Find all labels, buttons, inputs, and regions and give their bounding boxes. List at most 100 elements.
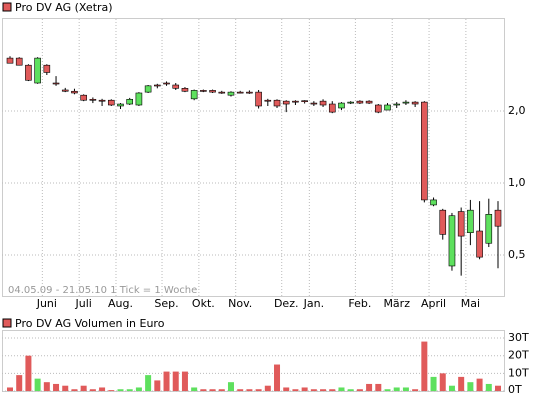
legend-swatch	[2, 2, 12, 12]
candle-body	[310, 102, 318, 105]
volume-bar	[347, 389, 354, 391]
candle-body	[476, 230, 483, 258]
candle-body	[411, 101, 419, 105]
volume-bar	[237, 389, 244, 391]
candle-body	[365, 100, 373, 104]
candle-body	[107, 99, 115, 106]
x-tick-label: Feb.	[348, 297, 371, 310]
volume-bar	[25, 355, 32, 391]
candle-body	[89, 98, 97, 101]
candle-body	[227, 91, 235, 96]
volume-bar	[7, 387, 13, 391]
volume-bar	[485, 383, 492, 391]
x-tick-label: Jan.	[303, 297, 324, 310]
candle-body	[218, 91, 226, 94]
volume-bar	[329, 389, 336, 391]
candle-body	[190, 90, 198, 100]
volume-bar	[34, 378, 41, 391]
x-tick-label: Juni	[36, 297, 57, 310]
y-tick-label: 10T	[508, 366, 529, 379]
candle-body	[61, 89, 69, 92]
candle-body	[338, 102, 345, 109]
volume-bar	[264, 385, 271, 391]
candle-body	[126, 98, 133, 105]
candle-body	[402, 101, 410, 104]
candle-body	[135, 92, 143, 106]
candle-body	[301, 100, 308, 102]
volume-bar	[209, 389, 216, 391]
candle-body	[80, 94, 87, 101]
candle-body	[181, 88, 189, 92]
volume-bar	[375, 383, 382, 391]
candle-body	[430, 199, 437, 206]
candle-body	[457, 211, 465, 237]
volume-bar	[154, 380, 161, 391]
y-tick-label: 20T	[508, 349, 529, 362]
x-tick-label: Nov.	[228, 297, 252, 310]
volume-bar	[430, 376, 437, 391]
volume-bar	[458, 376, 465, 391]
volume-bar	[467, 382, 474, 391]
volume-bar	[43, 382, 50, 391]
volume-bar	[16, 375, 23, 391]
candle-body	[6, 57, 14, 64]
volume-title: Pro DV AG Volumen in Euro	[15, 317, 165, 330]
volume-bar	[246, 389, 253, 391]
volume-bar	[163, 371, 170, 391]
candle-body	[393, 103, 401, 106]
volume-bar	[227, 382, 234, 391]
volume-bar	[99, 387, 106, 391]
volume-bar	[126, 389, 133, 391]
candle-body	[246, 91, 253, 94]
y-tick-label: 0,5	[508, 248, 526, 261]
volume-bar	[62, 385, 69, 391]
y-tick-label: 30T	[508, 331, 529, 344]
volume-bar	[53, 383, 60, 391]
volume-bar	[366, 383, 373, 391]
candle-body	[98, 99, 106, 102]
volume-bar	[292, 389, 299, 391]
volume-bar	[495, 385, 501, 391]
candle-body	[485, 214, 493, 244]
candle-body	[200, 90, 207, 92]
volume-bar	[200, 389, 207, 391]
candle-body	[236, 91, 244, 94]
x-tick-label: März	[383, 297, 410, 310]
candle-body	[421, 101, 428, 201]
candle-body	[328, 103, 336, 113]
legend-swatch	[2, 318, 12, 328]
x-tick-label: Mai	[461, 297, 480, 310]
volume-bar	[412, 389, 419, 391]
candle-body	[43, 64, 51, 73]
candle-body	[172, 84, 180, 89]
candle-body	[292, 100, 299, 103]
volume-bar	[89, 389, 96, 391]
x-tick-label: April	[421, 297, 446, 310]
candle-body	[494, 209, 502, 227]
candle-body	[273, 99, 281, 107]
candle-body	[375, 104, 382, 113]
candle-body	[34, 57, 41, 84]
volume-bar	[145, 375, 152, 391]
volume-bar	[71, 389, 78, 391]
plot-frame	[2, 18, 505, 297]
volume-frame	[2, 330, 505, 392]
volume-bar	[448, 385, 455, 391]
candle-body	[448, 215, 456, 267]
volume-bar	[393, 387, 400, 391]
candle-body	[282, 100, 290, 105]
volume-bar	[310, 389, 317, 391]
volume-bar	[283, 387, 290, 391]
candle-body	[52, 82, 60, 85]
volume-bar	[439, 373, 446, 391]
candle-body	[71, 90, 78, 94]
x-tick-label: Dez.	[274, 297, 299, 310]
volume-bar	[421, 341, 428, 391]
y-tick-label: 2,0	[508, 104, 526, 117]
volume-bar	[274, 364, 281, 391]
candle-body	[117, 103, 124, 107]
candle-body	[356, 100, 364, 104]
volume-bar	[117, 389, 124, 391]
candle-body	[319, 100, 327, 106]
candle-body	[347, 101, 354, 104]
